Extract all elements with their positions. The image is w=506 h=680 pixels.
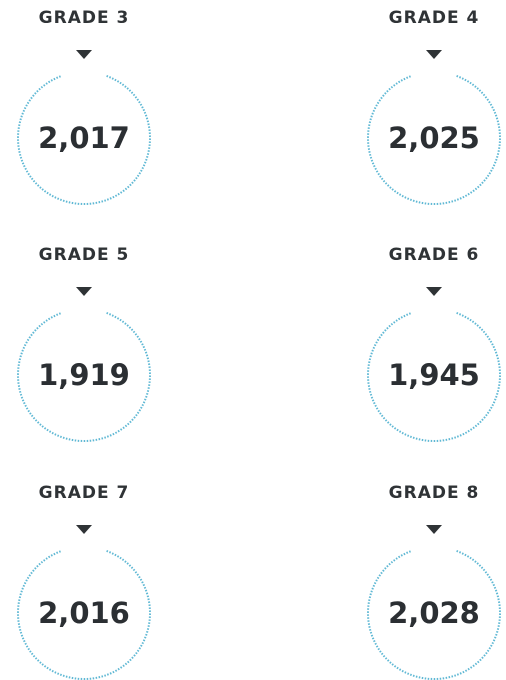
pointer-triangle [76, 287, 92, 296]
pointer-triangle [426, 287, 442, 296]
grade-count: 2,028 [388, 596, 480, 630]
pointer-triangle [76, 50, 92, 59]
grade-label: GRADE 6 [389, 245, 480, 265]
grade-label: GRADE 4 [389, 8, 480, 28]
ring [17, 312, 151, 442]
grade-label: GRADE 5 [39, 245, 130, 265]
pointer-triangle [426, 50, 442, 59]
ring [17, 75, 151, 205]
grade-count: 1,945 [388, 358, 480, 392]
ring [367, 75, 501, 205]
ring [367, 550, 501, 680]
ring [17, 550, 151, 680]
ring [367, 312, 501, 442]
grade-count: 2,017 [38, 121, 130, 155]
grade-count: 1,919 [38, 358, 130, 392]
pointer-triangle [76, 525, 92, 534]
grade-count: 2,016 [38, 596, 130, 630]
grade-label: GRADE 8 [389, 483, 480, 503]
grade-count: 2,025 [388, 121, 480, 155]
grade-label: GRADE 7 [39, 483, 130, 503]
grade-label: GRADE 3 [39, 8, 130, 28]
pointer-triangle [426, 525, 442, 534]
